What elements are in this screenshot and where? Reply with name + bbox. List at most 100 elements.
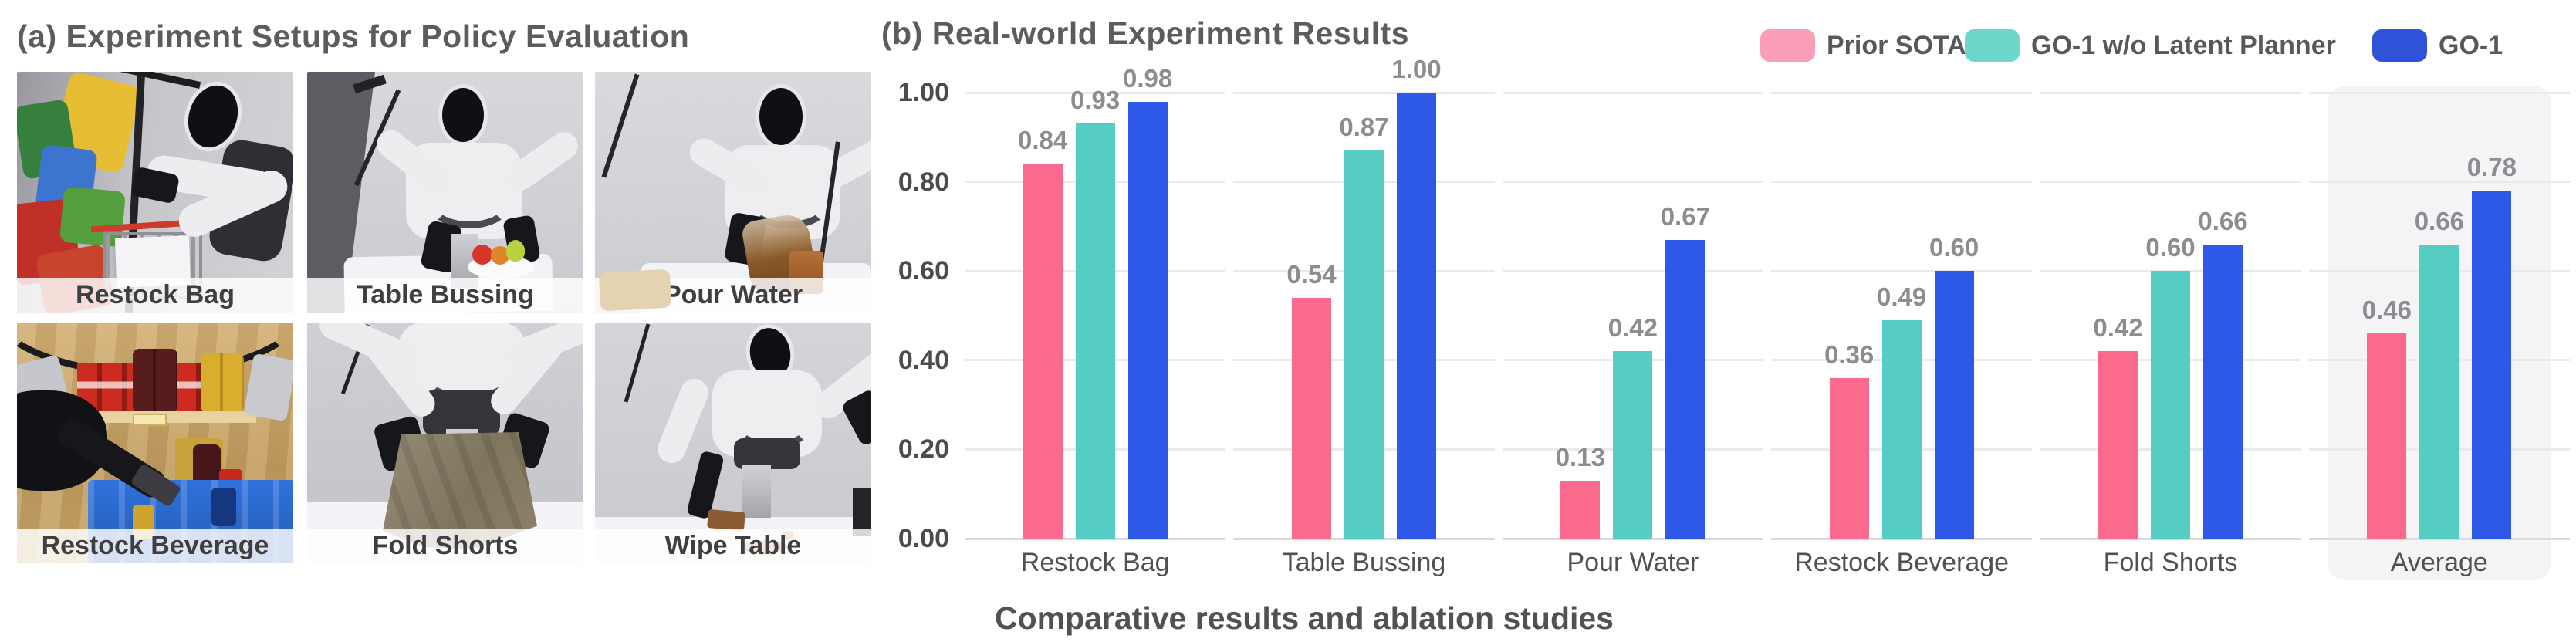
y-tick-label: 0.60 — [898, 256, 949, 286]
plum-bottles — [133, 349, 177, 412]
bar — [1127, 101, 1168, 539]
bar-value-label: 0.66 — [2198, 206, 2248, 235]
bar-value-label: 0.98 — [1123, 63, 1173, 93]
axis-baseline — [2308, 537, 2570, 540]
grid-line — [965, 91, 1226, 94]
photo-caption: Restock Bag — [17, 278, 293, 313]
legend-item-prior-sota: Prior SOTA — [1760, 29, 1966, 62]
tea-bottles — [201, 353, 244, 412]
legend-label: GO-1 w/o Latent Planner — [2031, 31, 2336, 60]
bar-value-label: 0.49 — [1877, 282, 1927, 311]
legend-label: GO-1 — [2439, 31, 2503, 60]
axis-baseline — [1502, 537, 1763, 540]
axis-baseline — [1233, 537, 1495, 540]
y-tick-label: 0.20 — [898, 434, 949, 465]
bar — [1665, 239, 1706, 539]
y-tick-label: 0.80 — [898, 167, 949, 197]
grid-line — [1502, 181, 1763, 184]
bar-value-label: 1.00 — [1391, 55, 1442, 83]
bar — [2203, 244, 2243, 539]
robot-head — [756, 84, 806, 149]
bar-value-label: 0.42 — [2093, 313, 2143, 343]
bar — [1397, 93, 1436, 539]
bar-value-label: 0.54 — [1286, 259, 1337, 289]
bar — [1344, 150, 1384, 539]
legend-label: Prior SOTA — [1827, 31, 1966, 60]
category-label: Restock Beverage — [1794, 548, 2010, 577]
y-tick-label: 1.00 — [898, 78, 949, 107]
bar — [1881, 319, 1922, 539]
fruit-apple — [472, 245, 492, 265]
grid-line — [2308, 181, 2570, 184]
category-label: Table Bussing — [1282, 548, 1446, 577]
axis-baseline — [1771, 537, 2033, 540]
grid-line — [2040, 91, 2301, 94]
photo-table-bussing: Table Bussing — [307, 72, 583, 313]
category-label: Pour Water — [1567, 548, 1699, 577]
legend-swatch-prior-sota — [1760, 29, 1815, 62]
grid-line — [1771, 269, 2033, 272]
bar-value-label: 0.66 — [2414, 206, 2464, 235]
bar — [1023, 164, 1063, 539]
bar — [2098, 351, 2138, 539]
bar — [1075, 123, 1115, 539]
photo-caption: Wipe Table — [595, 529, 871, 563]
bar — [1560, 480, 1601, 539]
bar-value-label: 0.93 — [1070, 86, 1121, 115]
crate-can — [211, 488, 236, 526]
panel-b-title: (b) Real-world Experiment Results — [881, 15, 1410, 51]
grid-line — [1233, 91, 1495, 94]
photo-caption: Table Bussing — [307, 278, 583, 313]
bar-value-label: 0.84 — [1018, 126, 1068, 155]
photo-restock-beverage: Restock Beverage — [17, 323, 293, 563]
bar — [1613, 351, 1653, 539]
category-label: Average — [2390, 548, 2488, 577]
photo-wipe-table: Wipe Table — [595, 323, 871, 563]
photo-restock-bag: Restock Bag — [17, 72, 293, 313]
bar — [1934, 271, 1974, 539]
grid-line — [1502, 269, 1763, 272]
photo-caption: Restock Beverage — [17, 529, 293, 563]
chart-caption: Comparative results and ablation studies — [995, 600, 1614, 636]
grid-line — [2308, 91, 2570, 94]
photo-fold-shorts: Fold Shorts — [307, 323, 583, 563]
bar-value-label: 0.67 — [1660, 201, 1710, 231]
grid-line — [1771, 181, 2033, 184]
panel-a-title: (a) Experiment Setups for Policy Evaluat… — [17, 19, 690, 54]
bar — [2367, 333, 2407, 539]
robot-stand — [742, 465, 771, 518]
photo-pour-water: Pour Water — [595, 72, 871, 313]
bar-value-label: 0.42 — [1607, 313, 1658, 343]
robot-waist — [423, 390, 500, 435]
bar — [1292, 297, 1331, 539]
axis-baseline — [2040, 537, 2301, 540]
bar — [2472, 191, 2512, 539]
grid-line — [1502, 91, 1763, 94]
legend-item-go1-wo-latent-planner: GO-1 w/o Latent Planner — [1965, 29, 2336, 62]
dark-object — [853, 488, 871, 536]
category-label: Restock Bag — [1020, 548, 1170, 577]
fruit-pear — [506, 240, 525, 262]
photo-caption: Fold Shorts — [307, 529, 583, 563]
bar-value-label: 0.60 — [2145, 233, 2196, 262]
price-tag — [133, 414, 167, 426]
legend-swatch-go1 — [2372, 29, 2427, 62]
grid-line — [2040, 181, 2301, 184]
category-label: Fold Shorts — [2103, 548, 2238, 577]
axis-baseline — [965, 537, 1226, 540]
bar — [2419, 244, 2459, 539]
robot-waist — [734, 438, 800, 469]
sponge — [598, 269, 672, 312]
grid-line — [1771, 91, 2033, 94]
bar-value-label: 0.60 — [1929, 233, 1979, 262]
bar-value-label: 0.36 — [1824, 340, 1875, 369]
y-tick-label: 0.40 — [898, 345, 949, 375]
bar — [2151, 271, 2190, 539]
legend-swatch-go1-wo-latent-planner — [1965, 29, 2020, 62]
legend-item-go1: GO-1 — [2372, 29, 2503, 62]
bar-value-label: 0.46 — [2361, 296, 2412, 325]
bar-value-label: 0.13 — [1555, 442, 1605, 471]
bar-value-label: 0.78 — [2466, 153, 2517, 182]
